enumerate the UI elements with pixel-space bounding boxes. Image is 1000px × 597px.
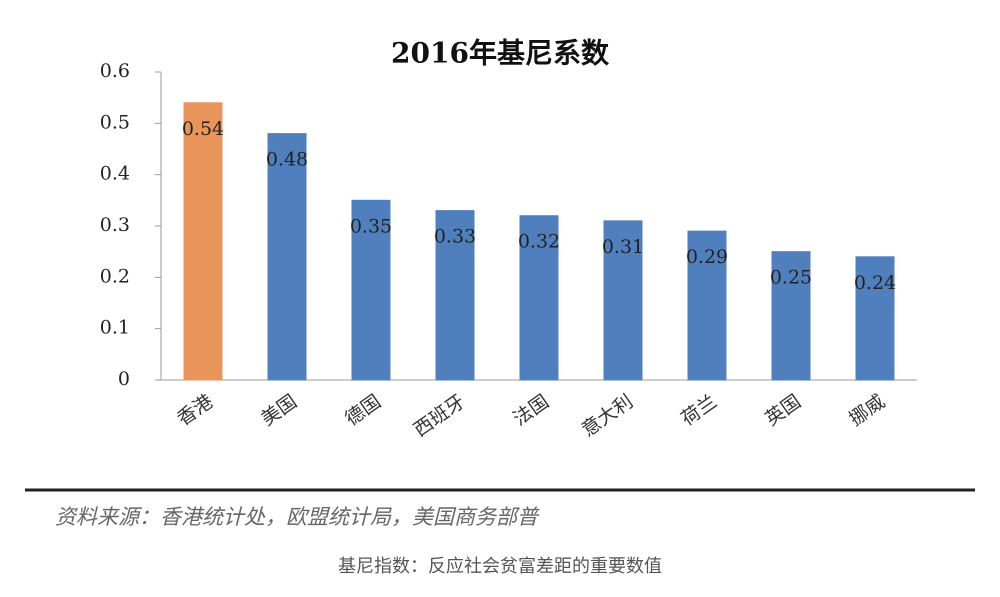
x-tick-label: 法国 (509, 391, 553, 431)
y-tick-label: 0.5 (100, 111, 130, 133)
source-note: 资料来源：香港统计处，欧盟统计局，美国商务部普 (55, 505, 540, 529)
x-tick-label: 香港 (173, 391, 217, 431)
x-tick-label: 意大利 (578, 391, 637, 442)
value-label: 0.25 (770, 267, 812, 289)
value-label: 0.54 (182, 118, 224, 140)
bar (519, 215, 559, 381)
chart-title: 2016年基尼系数 (391, 37, 610, 70)
x-tick-label: 西班牙 (410, 391, 469, 442)
bar (267, 133, 307, 381)
value-label: 0.32 (518, 231, 560, 253)
x-tick-label: 英国 (761, 391, 805, 431)
y-tick-label: 0.6 (100, 60, 130, 82)
x-tick-label: 挪威 (845, 391, 889, 431)
bar (435, 210, 475, 381)
bar (603, 220, 643, 381)
value-label: 0.48 (266, 149, 308, 171)
value-label: 0.35 (350, 215, 392, 237)
x-tick-label: 美国 (257, 391, 301, 431)
bar (687, 230, 727, 381)
y-tick-label: 0.1 (100, 317, 130, 339)
bar (183, 102, 223, 381)
bar (771, 251, 811, 381)
y-tick-label: 0.4 (100, 163, 130, 185)
bar (351, 199, 391, 381)
value-label: 0.24 (854, 272, 896, 294)
y-tick-label: 0.3 (100, 214, 130, 236)
value-label: 0.33 (434, 226, 476, 248)
caption: 基尼指数：反应社会贫富差距的重要数值 (338, 556, 662, 577)
y-tick-label: 0.2 (100, 265, 130, 287)
value-label: 0.31 (602, 236, 644, 258)
value-label: 0.29 (686, 246, 728, 268)
x-tick-label: 德国 (341, 391, 385, 431)
bar (855, 256, 895, 381)
y-tick-label: 0 (118, 368, 130, 390)
x-tick-label: 荷兰 (677, 391, 721, 431)
